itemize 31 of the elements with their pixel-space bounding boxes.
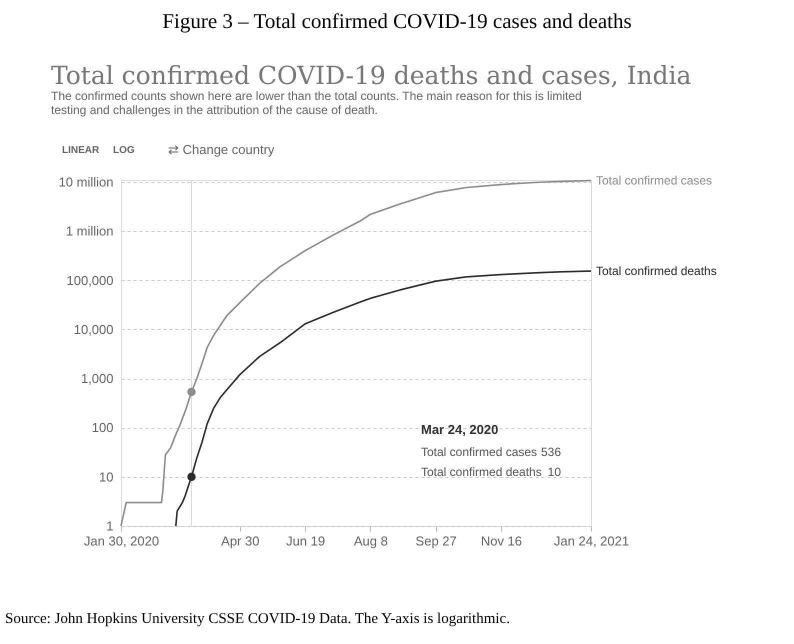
- x-tick-label: Jan 24, 2021: [554, 534, 630, 548]
- annotation: 536: [540, 445, 562, 459]
- text: LOG: [113, 145, 135, 156]
- x-tick-label: Jan 30, 2020: [84, 534, 160, 548]
- text: ⇄ Change country: [168, 142, 275, 157]
- annotation: 10: [548, 465, 562, 479]
- text: The confirmed counts shown here are lower than the total counts. The main reason for this is limited testing and challenges in the attribution of the cause of death.: [51, 89, 582, 117]
- y-tick-label: 1: [106, 518, 114, 534]
- line-series: [175, 270, 592, 527]
- x-tick-label: Apr 30: [221, 534, 260, 548]
- y-tick-label: 1 million: [66, 224, 114, 239]
- y-tick-label: 10,000: [74, 322, 114, 337]
- x-tick-label: Sep 27: [416, 534, 457, 548]
- x-tick-label: Jun 19: [286, 534, 326, 548]
- series-label: Total confirmed cases: [596, 174, 712, 188]
- annotation: Total confirmed deaths: [421, 465, 542, 479]
- y-tick-label: 10: [99, 469, 114, 484]
- chart-title: Figure 3 – Total confirmed COVID-19 cases and deaths: [162, 9, 632, 33]
- y-tick-label: 100,000: [66, 272, 114, 288]
- x-tick-label: Aug 8: [354, 534, 388, 548]
- chart-subtitle: Total confirmed COVID-19 deaths and cases, India: [51, 61, 692, 90]
- y-tick-label: 10 million: [58, 174, 114, 190]
- x-tick-label: Nov 16: [480, 534, 522, 548]
- text: LINEAR: [62, 145, 100, 156]
- source-note: Source: John Hopkins University CSSE COVID-19 Data. The Y-axis is logarithmic.: [5, 611, 510, 627]
- line-series: [120, 180, 592, 527]
- y-tick-label: 1,000: [80, 371, 114, 386]
- annotation: Total confirmed cases: [421, 445, 538, 459]
- series-label: Total confirmed deaths: [596, 264, 717, 278]
- y-tick-label: 100: [92, 420, 114, 436]
- annotation: Mar 24, 2020: [421, 422, 498, 437]
